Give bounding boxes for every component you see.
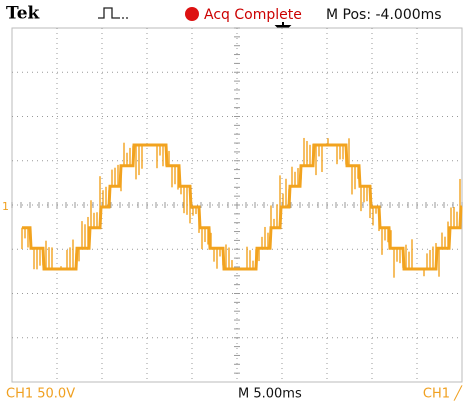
timebase: M 5.00ms <box>238 387 302 402</box>
status-indicator <box>185 7 199 21</box>
brand: Tek <box>6 4 41 24</box>
position-text: M Pos: -4.000ms <box>326 7 442 23</box>
channel-marker: 1 <box>2 200 9 213</box>
channel-scale: CH1 50.0V <box>6 387 75 402</box>
oscilloscope-screen: Tek Acq Complete M Pos: -4.000ms 1 CH1 5… <box>0 0 464 402</box>
status-text: Acq Complete <box>204 7 302 23</box>
trigger-info: CH1 ╱ <box>423 385 463 402</box>
